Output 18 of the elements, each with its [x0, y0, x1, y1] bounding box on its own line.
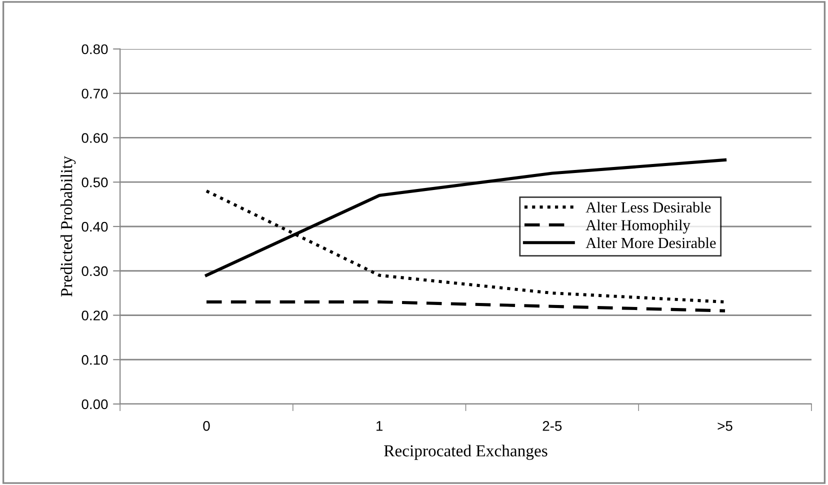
y-tick-label: 0.00 — [82, 399, 108, 410]
y-tick-label: 0.80 — [82, 44, 108, 54]
legend-label: Alter More Desirable — [586, 237, 716, 248]
y-tick-label: 0.40 — [82, 222, 108, 232]
y-tick-label: 0.30 — [82, 266, 108, 276]
y-axis-title: Predicted Probability — [60, 156, 76, 297]
x-tick-label: 0 — [203, 421, 210, 431]
x-tick-label: 2-5 — [542, 421, 562, 431]
legend-label: Alter Homophily — [586, 220, 690, 234]
y-tick-label: 0.20 — [82, 310, 108, 320]
y-tick-label: 0.50 — [82, 177, 108, 188]
legend-label: Alter Less Desirable — [586, 202, 711, 213]
y-tick-label: 0.10 — [82, 354, 108, 365]
x-tick-label: 1 — [376, 421, 383, 431]
x-tick-label: >5 — [718, 421, 732, 431]
x-axis-title: Reciprocated Exchanges — [384, 444, 548, 460]
y-tick-label: 0.70 — [82, 88, 108, 99]
y-tick-label: 0.60 — [82, 133, 108, 143]
